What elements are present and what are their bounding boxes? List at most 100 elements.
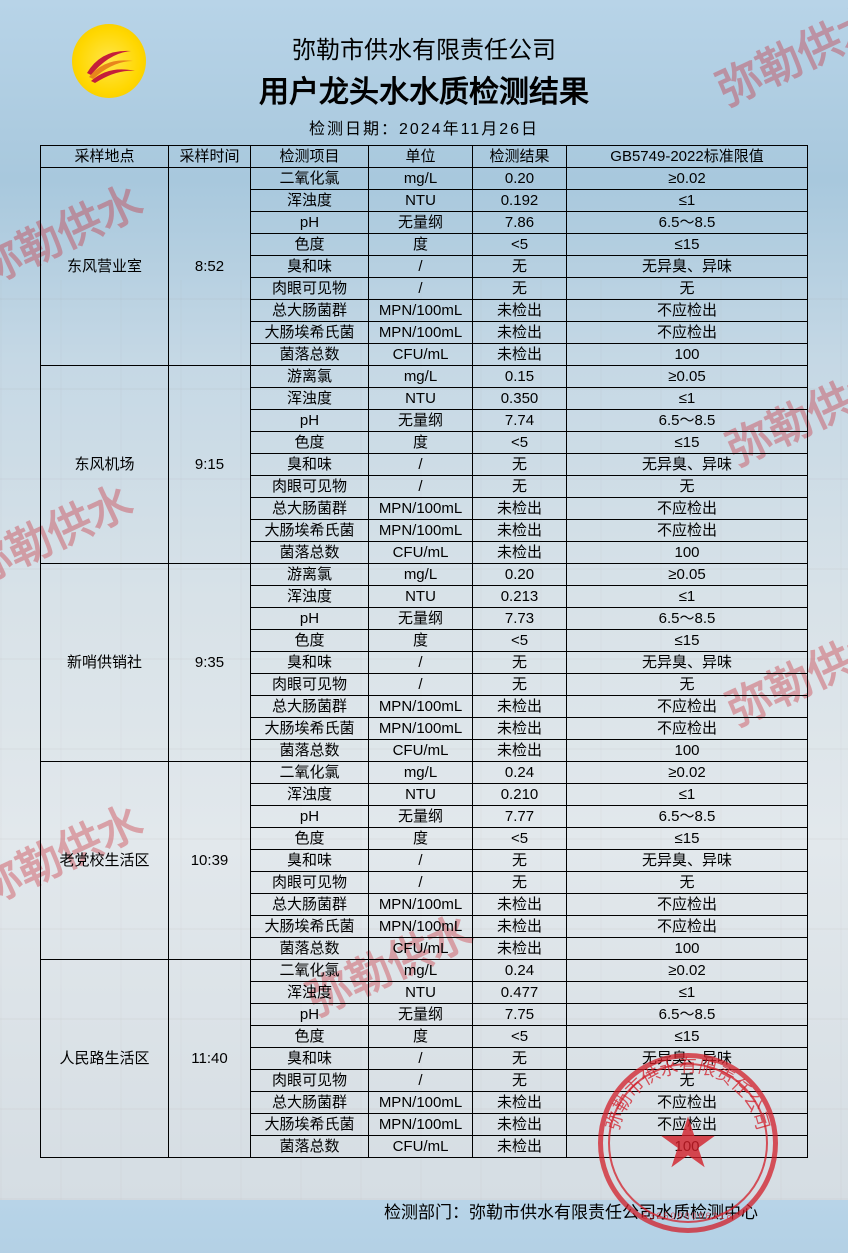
cell-unit: / <box>369 674 473 696</box>
test-date: 检测日期：2024年11月26日 <box>40 115 808 139</box>
cell-standard: 不应检出 <box>567 498 808 520</box>
cell-standard: 6.5～8.5 <box>567 806 808 828</box>
cell-unit: mg/L <box>369 762 473 784</box>
stamp-number: 5325000006318 <box>598 1211 778 1221</box>
cell-result: 未检出 <box>473 1136 567 1158</box>
cell-result: 未检出 <box>473 300 567 322</box>
cell-unit: 无量纲 <box>369 212 473 234</box>
cell-standard: ≤15 <box>567 630 808 652</box>
cell-result: 无 <box>473 850 567 872</box>
cell-unit: MPN/100mL <box>369 696 473 718</box>
cell-unit: / <box>369 278 473 300</box>
cell-standard: 100 <box>567 344 808 366</box>
cell-result: 0.213 <box>473 586 567 608</box>
cell-standard: ≥0.02 <box>567 960 808 982</box>
cell-standard: ≥0.02 <box>567 762 808 784</box>
company-name: 弥勒市供水有限责任公司 <box>40 30 808 65</box>
cell-unit: MPN/100mL <box>369 718 473 740</box>
cell-standard: ≤15 <box>567 432 808 454</box>
cell-standard: ≥0.02 <box>567 168 808 190</box>
cell-result: 0.192 <box>473 190 567 212</box>
cell-standard: 不应检出 <box>567 894 808 916</box>
cell-unit: / <box>369 1070 473 1092</box>
cell-item: 臭和味 <box>251 850 369 872</box>
cell-result: 无 <box>473 674 567 696</box>
cell-result: <5 <box>473 630 567 652</box>
cell-result: 未检出 <box>473 498 567 520</box>
cell-standard: 不应检出 <box>567 696 808 718</box>
cell-standard: ≤1 <box>567 586 808 608</box>
cell-result: 0.15 <box>473 366 567 388</box>
cell-unit: MPN/100mL <box>369 916 473 938</box>
cell-item: 总大肠菌群 <box>251 894 369 916</box>
cell-standard: 100 <box>567 542 808 564</box>
cell-item: 大肠埃希氏菌 <box>251 718 369 740</box>
cell-unit: / <box>369 454 473 476</box>
cell-standard: 6.5～8.5 <box>567 410 808 432</box>
cell-unit: mg/L <box>369 564 473 586</box>
cell-item: 肉眼可见物 <box>251 674 369 696</box>
company-logo <box>72 24 146 98</box>
cell-unit: 度 <box>369 432 473 454</box>
cell-item: 色度 <box>251 234 369 256</box>
cell-result: 未检出 <box>473 542 567 564</box>
cell-result: 0.350 <box>473 388 567 410</box>
cell-result: 无 <box>473 1048 567 1070</box>
cell-item: 臭和味 <box>251 454 369 476</box>
cell-item: 总大肠菌群 <box>251 300 369 322</box>
stamp-star-icon: ★ <box>653 1108 723 1178</box>
col-header-standard: GB5749-2022标准限值 <box>567 146 808 168</box>
cell-result: 0.210 <box>473 784 567 806</box>
cell-location: 新哨供销社 <box>41 564 169 762</box>
cell-item: 臭和味 <box>251 652 369 674</box>
cell-item: 肉眼可见物 <box>251 278 369 300</box>
cell-result: 7.74 <box>473 410 567 432</box>
cell-result: 0.477 <box>473 982 567 1004</box>
cell-standard: 6.5～8.5 <box>567 1004 808 1026</box>
cell-unit: MPN/100mL <box>369 1092 473 1114</box>
table-row: 新哨供销社9:35游离氯mg/L0.20≥0.05 <box>41 564 808 586</box>
report-title: 用户龙头水水质检测结果 <box>40 67 808 111</box>
cell-time: 10:39 <box>169 762 251 960</box>
cell-unit: 度 <box>369 234 473 256</box>
cell-standard: 无 <box>567 278 808 300</box>
cell-item: 大肠埃希氏菌 <box>251 1114 369 1136</box>
cell-standard: 不应检出 <box>567 916 808 938</box>
cell-result: 未检出 <box>473 1092 567 1114</box>
cell-standard: 无 <box>567 674 808 696</box>
cell-result: 未检出 <box>473 696 567 718</box>
cell-unit: NTU <box>369 190 473 212</box>
cell-result: 7.77 <box>473 806 567 828</box>
official-stamp: 弥勒市供水有限责任公司 ★ 5325000006318 <box>598 1053 778 1233</box>
cell-item: pH <box>251 410 369 432</box>
cell-unit: MPN/100mL <box>369 894 473 916</box>
cell-result: 未检出 <box>473 916 567 938</box>
cell-result: 未检出 <box>473 718 567 740</box>
cell-unit: CFU/mL <box>369 344 473 366</box>
cell-unit: MPN/100mL <box>369 322 473 344</box>
cell-standard: 不应检出 <box>567 322 808 344</box>
cell-item: 大肠埃希氏菌 <box>251 322 369 344</box>
cell-result: 0.24 <box>473 762 567 784</box>
cell-item: 总大肠菌群 <box>251 1092 369 1114</box>
cell-item: 浑浊度 <box>251 388 369 410</box>
cell-unit: CFU/mL <box>369 938 473 960</box>
cell-standard: 无异臭、异味 <box>567 256 808 278</box>
cell-item: pH <box>251 1004 369 1026</box>
cell-unit: mg/L <box>369 168 473 190</box>
cell-unit: 度 <box>369 630 473 652</box>
cell-item: pH <box>251 806 369 828</box>
cell-standard: ≤1 <box>567 784 808 806</box>
cell-result: 无 <box>473 454 567 476</box>
cell-item: 臭和味 <box>251 256 369 278</box>
cell-standard: ≤1 <box>567 388 808 410</box>
cell-result: 未检出 <box>473 520 567 542</box>
cell-time: 11:40 <box>169 960 251 1158</box>
cell-item: 色度 <box>251 828 369 850</box>
cell-item: 游离氯 <box>251 564 369 586</box>
cell-unit: / <box>369 652 473 674</box>
cell-item: 浑浊度 <box>251 982 369 1004</box>
cell-item: 色度 <box>251 630 369 652</box>
cell-standard: ≤15 <box>567 234 808 256</box>
cell-standard: 6.5～8.5 <box>567 608 808 630</box>
